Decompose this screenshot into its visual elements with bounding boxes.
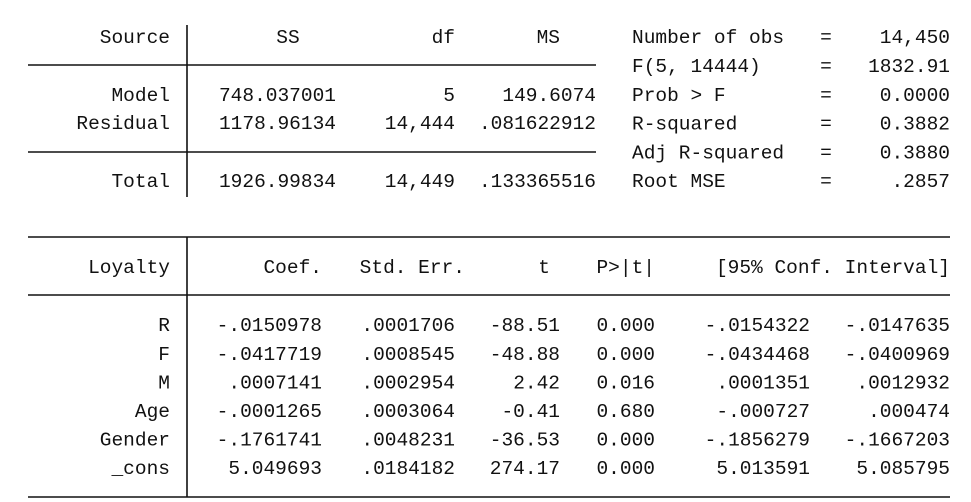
anova-cell: .081622912 <box>479 113 596 135</box>
stat-label: Number of obs <box>632 27 784 49</box>
coef-cell: .0002954 <box>361 372 455 394</box>
stat-value: 0.3880 <box>880 142 950 164</box>
coef-cell: -.0001265 <box>217 401 322 423</box>
coef-cell: 5.013591 <box>716 458 810 480</box>
anova-header: MS <box>537 27 560 49</box>
coef-header: Loyalty <box>88 257 170 279</box>
coef-cell: -.1667203 <box>845 430 950 452</box>
stat-sep: = <box>820 114 832 136</box>
stat-value: 0.3882 <box>880 114 950 136</box>
coef-cell: -88.51 <box>490 315 560 337</box>
anova-cell: 748.037001 <box>219 85 336 107</box>
coef-header: t <box>538 257 550 279</box>
stat-label: Prob > F <box>632 85 726 107</box>
stat-value: 0.0000 <box>880 85 950 107</box>
coef-cell: -.0434468 <box>705 344 810 366</box>
anova-source: Residual <box>76 113 170 135</box>
coef-cell: .0007141 <box>228 372 322 394</box>
coef-variable: R <box>158 315 170 337</box>
coef-cell: -.0417719 <box>217 344 322 366</box>
anova-cell: .133365516 <box>479 171 596 193</box>
coef-cell: -36.53 <box>490 430 560 452</box>
coef-variable: Gender <box>100 430 170 452</box>
coef-cell: 5.085795 <box>856 458 950 480</box>
anova-header: df <box>432 27 455 49</box>
coef-cell: 0.000 <box>596 344 655 366</box>
stat-value: .2857 <box>891 171 950 193</box>
coef-cell: -.000727 <box>716 401 810 423</box>
stat-sep: = <box>820 27 832 49</box>
coef-cell: .0048231 <box>361 430 455 452</box>
stat-label: Adj R-squared <box>632 142 784 164</box>
anova-header: SS <box>276 27 299 49</box>
stat-sep: = <box>820 85 832 107</box>
coef-cell: .0184182 <box>361 458 455 480</box>
coef-cell: .000474 <box>868 401 950 423</box>
stat-value: 14,450 <box>880 27 950 49</box>
coef-header: P>|t| <box>596 257 655 279</box>
anova-cell: 149.6074 <box>502 85 596 107</box>
anova-source: Total <box>111 171 170 193</box>
coef-variable: Age <box>135 401 170 423</box>
coef-cell: -.0150978 <box>217 315 322 337</box>
coef-cell: .0001706 <box>361 315 455 337</box>
coef-cell: .0003064 <box>361 401 455 423</box>
anova-source: Model <box>111 85 170 107</box>
stat-label: Root MSE <box>632 171 726 193</box>
coef-cell: -.0147635 <box>845 315 950 337</box>
anova-header: Source <box>100 27 170 49</box>
anova-cell: 5 <box>443 85 455 107</box>
coef-cell: 0.016 <box>596 372 655 394</box>
coef-variable: F <box>158 344 170 366</box>
coef-cell: -0.41 <box>501 401 560 423</box>
stat-sep: = <box>820 142 832 164</box>
coef-cell: -.1856279 <box>705 430 810 452</box>
coef-cell: -48.88 <box>490 344 560 366</box>
coef-cell: -.1761741 <box>217 430 322 452</box>
coef-cell: 0.680 <box>596 401 655 423</box>
stat-sep: = <box>820 56 832 78</box>
coef-cell: -.0154322 <box>705 315 810 337</box>
coef-header: [95% Conf. Interval] <box>716 257 950 279</box>
anova-cell: 14,444 <box>385 113 455 135</box>
coef-variable: _cons <box>110 458 170 480</box>
coef-cell: .0001351 <box>716 372 810 394</box>
coef-cell: 274.17 <box>490 458 560 480</box>
stat-label: R-squared <box>632 114 737 136</box>
anova-cell: 14,449 <box>385 171 455 193</box>
coef-cell: 0.000 <box>596 458 655 480</box>
anova-cell: 1926.99834 <box>219 171 336 193</box>
coef-cell: 0.000 <box>596 315 655 337</box>
stat-sep: = <box>820 171 832 193</box>
coef-cell: 2.42 <box>513 372 560 394</box>
coef-cell: -.0400969 <box>845 344 950 366</box>
coef-header: Std. Err. <box>360 257 465 279</box>
coef-variable: M <box>158 372 170 394</box>
coef-cell: 0.000 <box>596 430 655 452</box>
stat-label: F(5, 14444) <box>632 56 761 78</box>
coef-cell: .0012932 <box>856 372 950 394</box>
coef-header: Coef. <box>263 257 322 279</box>
coef-cell: .0008545 <box>361 344 455 366</box>
anova-cell: 1178.96134 <box>219 113 336 135</box>
stat-value: 1832.91 <box>868 56 950 78</box>
coef-cell: 5.049693 <box>228 458 322 480</box>
